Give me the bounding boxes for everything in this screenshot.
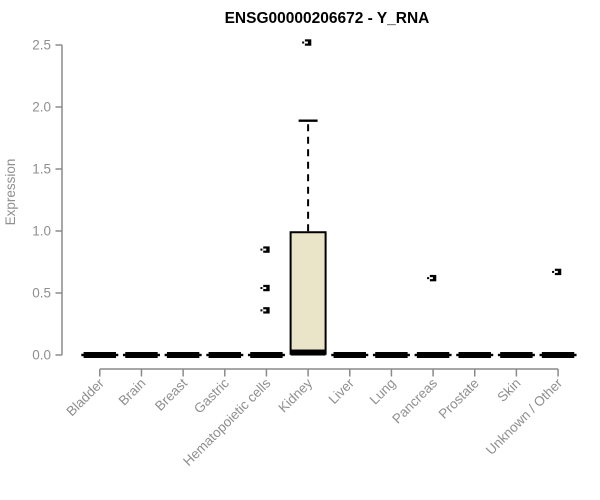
box-group-brain [122, 352, 160, 358]
y-tick-label: 2.5 [32, 38, 51, 53]
outlier-point [263, 307, 270, 314]
x-category-label: Bladder [63, 375, 107, 419]
collapsed-median-bar [208, 352, 241, 358]
outlier-point [263, 246, 270, 253]
x-category-label: Gastric [191, 375, 232, 416]
outlier-point-nub [302, 41, 305, 44]
boxes-layer [81, 39, 577, 358]
collapsed-median-bar [83, 352, 116, 358]
x-category-label: Brain [116, 376, 149, 409]
box-group-prostate [456, 352, 494, 358]
y-axis-title: Expression [3, 159, 18, 226]
box-group-lung [372, 352, 410, 358]
box-group-bladder [81, 352, 119, 358]
y-tick-label: 1.5 [32, 162, 51, 177]
x-category-label: Kidney [275, 375, 315, 415]
outlier-point-notch [263, 248, 267, 251]
y-tick-label: 0.5 [32, 286, 51, 301]
collapsed-median-bar [375, 352, 408, 358]
x-category-label: Lung [367, 376, 399, 408]
x-category-label: Unknown / Other [483, 375, 566, 458]
collapsed-median-bar [250, 352, 283, 358]
x-category-label: Pancreas [389, 375, 440, 426]
outlier-point-nub [260, 309, 263, 312]
outlier-point-notch [304, 41, 308, 44]
collapsed-median-bar [166, 352, 200, 358]
x-category-label: Skin [494, 376, 523, 405]
outlier-point-nub [427, 277, 430, 280]
outlier-point-notch [429, 277, 433, 280]
collapsed-median-bar [458, 352, 491, 358]
box-group-pancreas [414, 274, 452, 358]
y-tick-label: 1.0 [32, 224, 51, 239]
median-bar [290, 349, 326, 356]
x-category-label: Prostate [436, 376, 482, 422]
outlier-point-nub [552, 270, 555, 273]
outlier-point-notch [554, 270, 558, 273]
outlier-point-nub [260, 248, 263, 251]
box-group-skin [497, 352, 535, 358]
outlier-point-notch [263, 309, 267, 312]
outlier-point [429, 274, 437, 282]
collapsed-median-bar [500, 352, 533, 358]
chart-title: ENSG00000206672 - Y_RNA [225, 10, 430, 27]
outlier-point-notch [263, 287, 267, 290]
x-category-label: Breast [152, 375, 190, 413]
box-group-liver [331, 352, 369, 358]
box-group-hematopoietic-cells [247, 246, 285, 358]
y-tick-label: 0.0 [32, 348, 51, 363]
y-tick-label: 2.0 [32, 100, 51, 115]
box-group-gastric [206, 352, 244, 358]
outlier-point [304, 39, 312, 46]
outlier-point-nub [260, 287, 263, 290]
collapsed-median-bar [333, 352, 366, 358]
box-body [289, 231, 327, 355]
box-group-kidney [289, 39, 327, 356]
collapsed-median-bar [125, 352, 158, 358]
box-group-breast [164, 352, 202, 358]
box-group-unknown-other [539, 268, 577, 358]
collapsed-median-bar [541, 352, 575, 358]
x-category-label: Liver [326, 375, 358, 407]
collapsed-median-bar [416, 352, 450, 358]
outlier-point [554, 268, 562, 276]
outlier-point [263, 284, 270, 292]
